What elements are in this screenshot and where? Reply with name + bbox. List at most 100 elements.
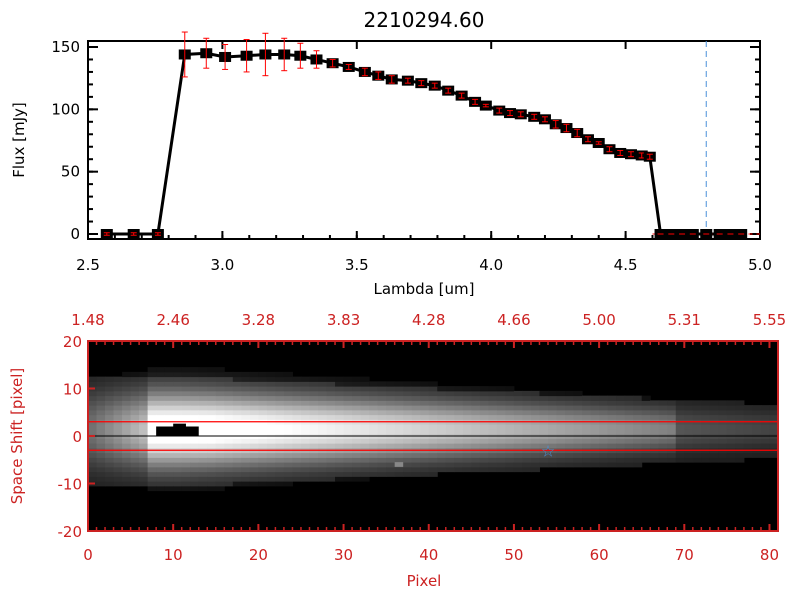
heatmap-cell: [582, 424, 592, 430]
heatmap-cell: [650, 438, 660, 444]
heatmap-cell: [556, 414, 566, 420]
heatmap-cell: [658, 457, 668, 463]
heatmap-cell: [173, 485, 183, 492]
heatmap-cell: [437, 462, 447, 468]
heatmap-cell: [207, 405, 217, 411]
heatmap-cell: [752, 424, 762, 430]
heatmap-cell: [352, 395, 362, 401]
heatmap-cell: [479, 424, 489, 430]
heatmap-cell: [360, 428, 370, 435]
heatmap-cell: [462, 390, 472, 397]
chart-title: 2210294.60: [364, 8, 485, 32]
heatmap-cell: [122, 424, 132, 430]
heatmap-cell: [548, 414, 558, 420]
heatmap-cell: [300, 405, 310, 411]
heatmap-cell: [428, 400, 438, 406]
heatmap-cell: [428, 438, 438, 444]
heatmap-cell: [377, 452, 387, 458]
heatmap-cell: [718, 405, 728, 411]
heatmap-cell: [369, 395, 379, 401]
heatmap-cell: [573, 438, 583, 444]
heatmap-cell: [488, 405, 498, 411]
heatmap-cell: [292, 400, 302, 406]
heatmap-cell: [675, 438, 685, 444]
heatmap-cell: [139, 457, 149, 463]
heatmap-cell: [548, 462, 558, 468]
heatmap-cell: [318, 395, 328, 401]
heatmap-cell: [122, 462, 132, 468]
heatmap-cell: [488, 452, 498, 458]
heatmap-cell: [215, 386, 225, 392]
heatmap-cell: [198, 428, 208, 435]
heatmap-cell: [215, 405, 225, 411]
heatmap-cell: [471, 457, 481, 463]
heatmap-cell: [616, 395, 626, 401]
heatmap-cell: [539, 395, 549, 401]
heatmap-cell: [300, 466, 310, 473]
heatmap-cell: [300, 390, 310, 397]
heatmap-cell: [198, 424, 208, 430]
heatmap-cell: [335, 400, 345, 406]
heatmap-cell: [241, 481, 251, 487]
heatmap-cell: [462, 409, 472, 416]
heatmap-cell: [394, 395, 404, 401]
heatmap-cell: [513, 443, 523, 449]
heatmap-cell: [283, 395, 293, 401]
heatmap-cell: [198, 471, 208, 477]
heatmap-cell: [335, 443, 345, 449]
heatmap-cell: [232, 395, 242, 401]
heatmap-cell: [173, 381, 183, 387]
heatmap-cell: [386, 395, 396, 401]
heatmap-cell: [232, 414, 242, 420]
heatmap-cell: [701, 452, 711, 458]
heatmap-cell: [164, 462, 174, 468]
heatmap-cell: [530, 414, 540, 420]
heatmap-cell: [471, 400, 481, 406]
heatmap-cell: [156, 457, 166, 463]
heatmap-cell: [130, 462, 140, 468]
heatmap-cell: [326, 471, 336, 477]
heatmap-cell: [386, 443, 396, 449]
heatmap-cell: [573, 457, 583, 463]
heatmap-cell: [266, 476, 276, 482]
heatmap-cell: [266, 443, 276, 449]
heatmap-cell: [675, 409, 685, 416]
heatmap-cell: [224, 466, 234, 473]
heatmap-cell: [258, 376, 268, 382]
heatmap-cell: [113, 409, 123, 416]
heatmap-cell: [675, 457, 685, 463]
heatmap-cell: [181, 376, 191, 382]
heatmap-cell: [241, 428, 251, 435]
heatmap-cell: [309, 462, 319, 468]
heatmap-cell: [139, 452, 149, 458]
heatmap-cell: [343, 381, 353, 387]
heatmap-cell: [122, 466, 132, 473]
heatmap-cell: [752, 428, 762, 435]
heatmap-cell: [369, 405, 379, 411]
heatmap-cell: [530, 390, 540, 397]
heatmap-cell: [428, 414, 438, 420]
heatmap-cell: [692, 400, 702, 406]
heatmap-cell: [147, 452, 157, 458]
heatmap-cell: [258, 452, 268, 458]
heatmap-cell: [743, 414, 753, 420]
heatmap-cell: [164, 485, 174, 492]
heatmap-cell: [386, 400, 396, 406]
heatmap-cell: [513, 452, 523, 458]
heatmap-cell: [428, 390, 438, 397]
heatmap-cell: [343, 452, 353, 458]
heatmap-cell: [292, 381, 302, 387]
heatmap-cell: [105, 386, 115, 392]
heatmap-cell: [164, 405, 174, 411]
heatmap-cell: [513, 466, 523, 473]
heatmap-cell: [437, 395, 447, 401]
heatmap-cell: [488, 457, 498, 463]
heatmap-cell: [343, 376, 353, 382]
heatmap-cell: [156, 476, 166, 482]
heatmap-cell: [360, 476, 370, 482]
heatmap-cell: [454, 409, 464, 416]
heatmap-cell: [275, 405, 285, 411]
heatmap-cell: [258, 386, 268, 392]
heatmap-cell: [309, 471, 319, 477]
heatmap-cell: [173, 400, 183, 406]
